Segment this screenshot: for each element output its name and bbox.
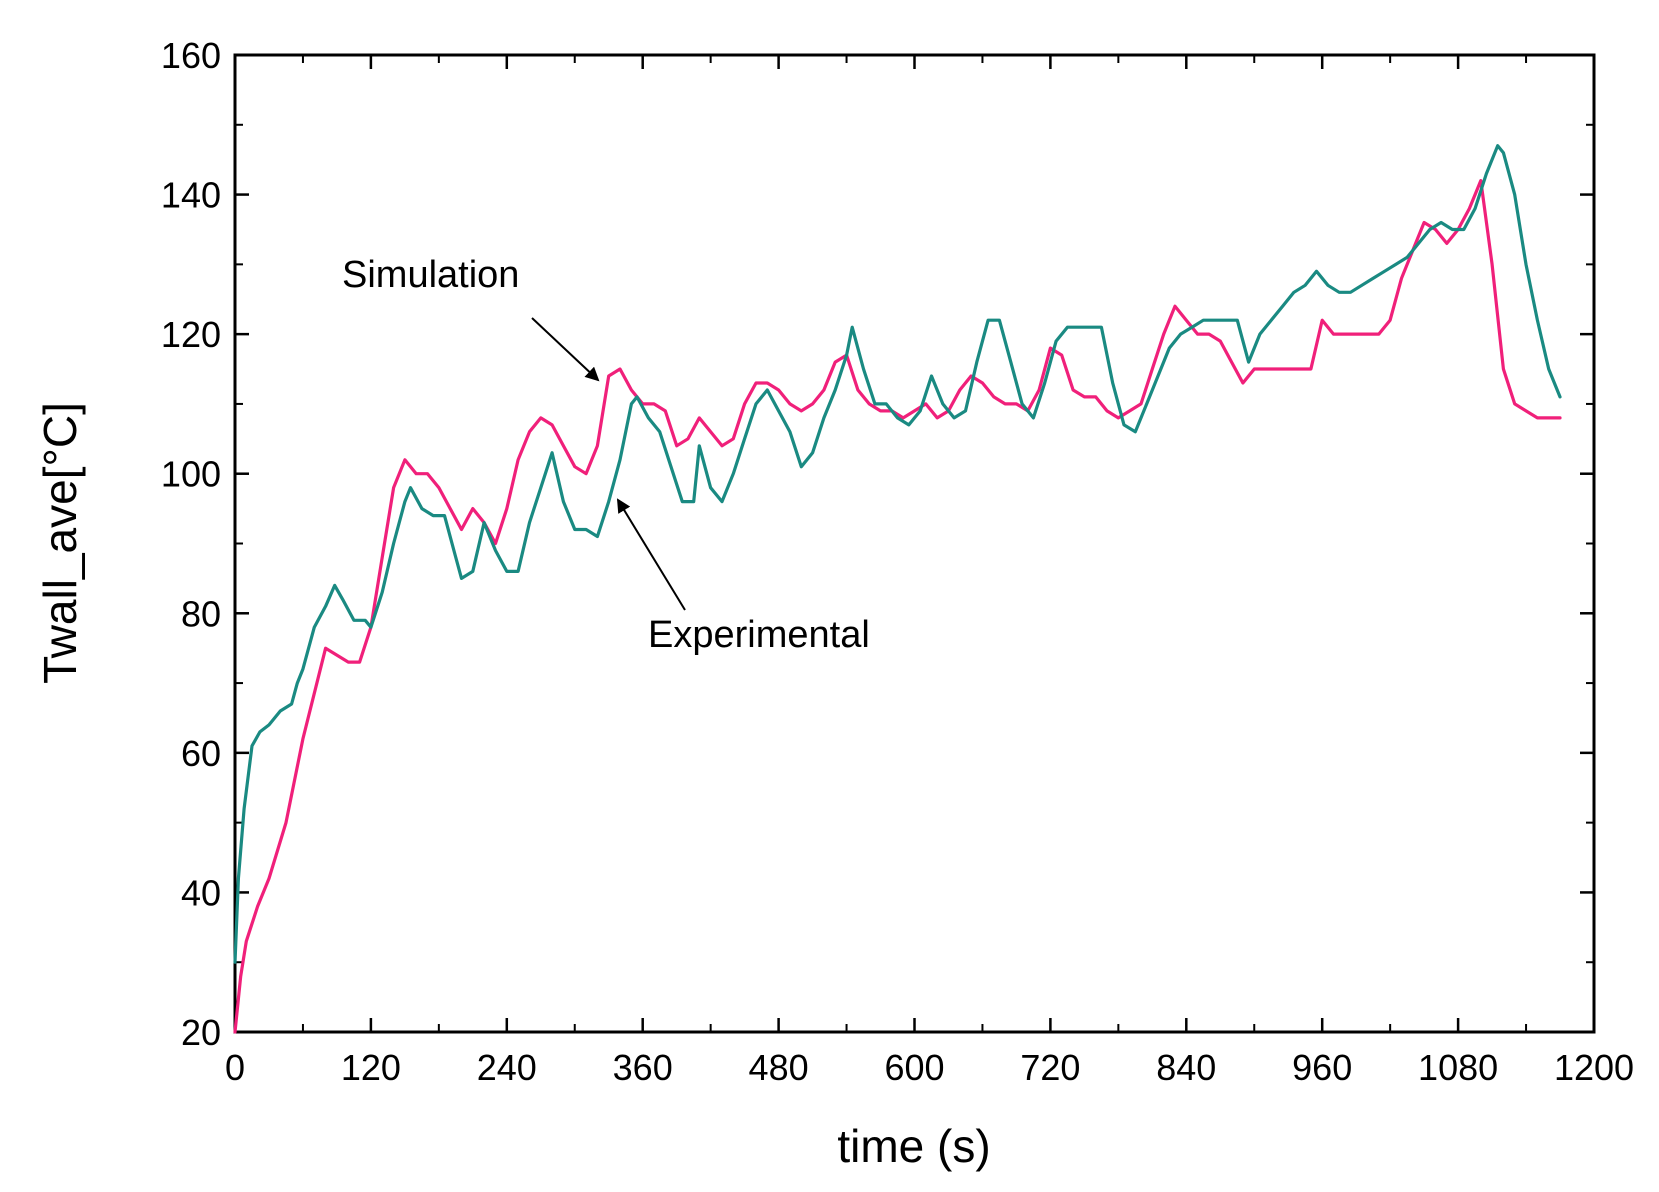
series-layer: [233, 144, 1562, 1034]
x-tick-label: 720: [1020, 1047, 1080, 1088]
x-tick-label: 960: [1292, 1047, 1352, 1088]
y-tick-label: 100: [161, 454, 221, 495]
axis-tick-labels: 0 120 240 360 480 600 720 840 960 1080 1200 20 40 60 8…: [161, 35, 1634, 1088]
series-line-simulation: [233, 179, 1562, 1034]
y-tick-label: 60: [181, 733, 221, 774]
x-tick-label: 1200: [1554, 1047, 1634, 1088]
series-line-experimental: [233, 144, 1562, 964]
x-tick-label: 600: [884, 1047, 944, 1088]
x-axis-title: time (s): [837, 1120, 990, 1172]
y-tick-label: 160: [161, 35, 221, 76]
x-tick-label: 480: [749, 1047, 809, 1088]
x-tick-label: 240: [477, 1047, 537, 1088]
x-tick-label: 360: [613, 1047, 673, 1088]
y-tick-label: 40: [181, 872, 221, 913]
y-tick-label: 20: [181, 1012, 221, 1053]
plot-frame: [233, 53, 1596, 1034]
y-tick-label: 140: [161, 175, 221, 216]
y-tick-label: 80: [181, 593, 221, 634]
y-tick-label: 120: [161, 314, 221, 355]
x-tick-label: 1080: [1418, 1047, 1498, 1088]
simulation-annotation-arrow: [531, 317, 600, 382]
experimental-annotation: Experimental: [648, 614, 870, 656]
x-tick-label: 0: [225, 1047, 245, 1088]
experimental-annotation-arrow: [616, 498, 686, 611]
simulation-annotation: Simulation: [342, 254, 519, 296]
axis-ticks: [233, 53, 1596, 1034]
x-tick-label: 840: [1156, 1047, 1216, 1088]
x-tick-label: 120: [341, 1047, 401, 1088]
y-axis-title: Twall_ave[°C]: [34, 402, 86, 684]
